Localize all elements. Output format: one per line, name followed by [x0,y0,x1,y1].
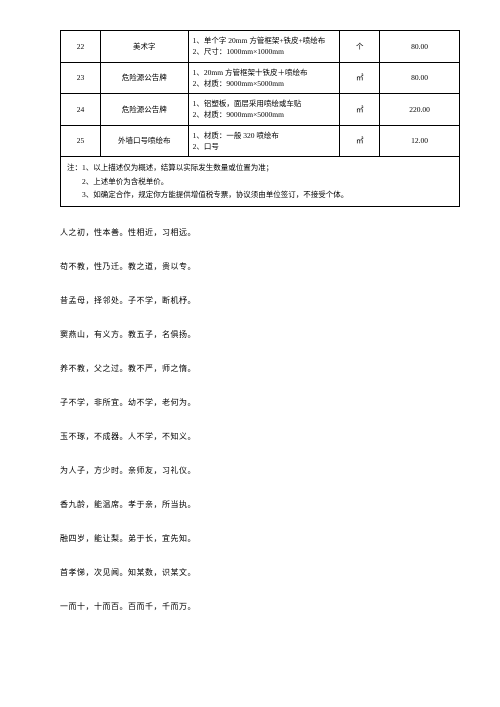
verse-line: 一而十，十而百。百而千，千而万。 [60,601,460,613]
cell-index: 25 [61,125,101,157]
cell-name: 危险源公告牌 [100,62,188,94]
verse-line: 子不学，非所宜。幼不学，老何为。 [60,397,460,409]
table-row: 24 危险源公告牌 1、铝塑板，面层采用喷绘或车贴2、材质：9000mm×500… [61,94,460,126]
verse-line: 为人子，方少时。亲师友，习礼仪。 [60,465,460,477]
cell-index: 23 [61,62,101,94]
cell-unit: ㎡ [340,125,380,157]
verses-block: 人之初，性本善。性相近，习相远。 苟不教，性乃迁。教之道，贵以专。 昔孟母，择邻… [60,227,460,613]
notes-cell: 注：1、以上描述仅为概述，结算以实际发生数量或位置为准； 2、上述单价为含税单价… [61,157,460,207]
pricing-table: 22 美术字 1、单个字 20mm 方管框架+铁皮+喷绘布2、尺寸：1000mm… [60,30,460,207]
cell-unit: ㎡ [340,62,380,94]
cell-index: 22 [61,31,101,63]
cell-price: 80.00 [380,31,460,63]
cell-index: 24 [61,94,101,126]
verse-line: 首孝悌，次见闻。知某数，识某文。 [60,567,460,579]
table-row: 22 美术字 1、单个字 20mm 方管框架+铁皮+喷绘布2、尺寸：1000mm… [61,31,460,63]
cell-price: 80.00 [380,62,460,94]
verse-line: 香九龄，能温席。孝于亲，所当执。 [60,499,460,511]
cell-unit: 个 [340,31,380,63]
cell-price: 12.00 [380,125,460,157]
verse-line: 融四岁，能让梨。弟于长，宜先知。 [60,533,460,545]
table-notes-row: 注：1、以上描述仅为概述，结算以实际发生数量或位置为准； 2、上述单价为含税单价… [61,157,460,207]
cell-name: 危险源公告牌 [100,94,188,126]
verse-line: 玉不琢，不成器。人不学，不知义。 [60,431,460,443]
cell-desc: 1、20mm 方管框架十铁皮＋喷绘布2、材质：9000mm×5000mm [188,62,340,94]
verse-line: 昔孟母，择邻处。子不学，断机杼。 [60,295,460,307]
verse-line: 窦燕山，有义方。教五子，名俱扬。 [60,329,460,341]
table-row: 23 危险源公告牌 1、20mm 方管框架十铁皮＋喷绘布2、材质：9000mm×… [61,62,460,94]
cell-name: 外墙口号喷绘布 [100,125,188,157]
cell-unit: ㎡ [340,94,380,126]
page-content: 22 美术字 1、单个字 20mm 方管框架+铁皮+喷绘布2、尺寸：1000mm… [0,0,500,655]
cell-desc: 1、材质：一般 320 喷绘布2、口号 [188,125,340,157]
cell-desc: 1、单个字 20mm 方管框架+铁皮+喷绘布2、尺寸：1000mm×1000mm [188,31,340,63]
verse-line: 养不教，父之过。教不严，师之惰。 [60,363,460,375]
cell-price: 220.00 [380,94,460,126]
table-row: 25 外墙口号喷绘布 1、材质：一般 320 喷绘布2、口号 ㎡ 12.00 [61,125,460,157]
cell-name: 美术字 [100,31,188,63]
verse-line: 人之初，性本善。性相近，习相远。 [60,227,460,239]
verse-line: 苟不教，性乃迁。教之道，贵以专。 [60,261,460,273]
cell-desc: 1、铝塑板，面层采用喷绘或车贴2、材质：9000mm×5000mm [188,94,340,126]
